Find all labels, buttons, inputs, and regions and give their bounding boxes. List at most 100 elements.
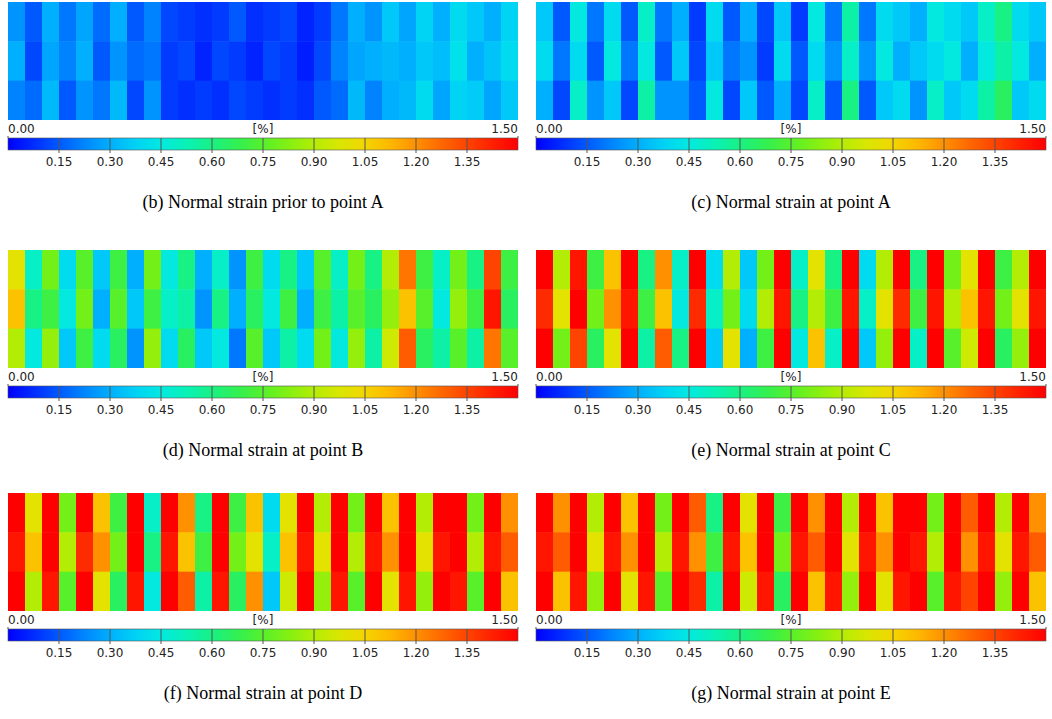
heatmap-cell <box>757 81 775 120</box>
heatmap-cell <box>638 2 656 42</box>
heatmap-cell <box>740 81 758 120</box>
colorbar: [%]0.000.150.300.450.600.750.901.051.201… <box>8 613 518 660</box>
heatmap-cell <box>893 572 911 611</box>
heatmap-cell <box>297 493 315 533</box>
heatmap-cell <box>314 250 332 290</box>
heatmap-cell <box>348 250 366 290</box>
heatmap-cell <box>553 81 571 120</box>
colorbar-tick <box>416 138 417 153</box>
heatmap-cell <box>42 289 60 329</box>
colorbar-tick-label: 0.15 <box>574 403 601 417</box>
heatmap-cell <box>365 493 383 533</box>
heatmap-cell <box>433 250 451 290</box>
colorbar-tick-label: 0.30 <box>625 646 652 660</box>
colorbar: [%]0.000.150.300.450.600.750.901.051.201… <box>536 122 1046 169</box>
heatmap-cell <box>314 289 332 329</box>
heatmap-cell <box>297 329 315 368</box>
heatmap-cell <box>689 250 707 290</box>
heatmap-cell <box>263 493 281 533</box>
heatmap-cell <box>808 329 826 368</box>
colorbar-tick <box>263 138 264 153</box>
heatmap-cell <box>910 572 928 611</box>
heatmap-cell <box>791 250 809 290</box>
heatmap-cell <box>144 41 162 81</box>
heatmap-cell <box>314 81 332 120</box>
colorbar-tick-label: 1.05 <box>880 155 907 169</box>
heatmap-cell <box>501 493 518 533</box>
heatmap-cell <box>382 81 400 120</box>
heatmap-cell <box>331 329 349 368</box>
heatmap-cell <box>553 329 571 368</box>
heatmap-cell <box>280 572 298 611</box>
heatmap-cell <box>8 493 26 533</box>
heatmap-cell <box>1012 572 1030 611</box>
heatmap-cell <box>501 289 518 329</box>
heatmap-cell <box>314 532 332 572</box>
colorbar-tick <box>893 386 894 401</box>
heatmap-cell <box>178 81 196 120</box>
heatmap-cell <box>621 572 639 611</box>
colorbar-tick <box>995 629 996 644</box>
colorbar-tick <box>536 136 537 138</box>
heatmap-cell <box>757 329 775 368</box>
heatmap-cell <box>433 2 451 42</box>
heatmap-cell <box>842 572 860 611</box>
heatmap-cell <box>501 532 518 572</box>
heatmap-cell <box>876 532 894 572</box>
heatmap-cell <box>808 572 826 611</box>
heatmap-cell <box>93 572 111 611</box>
heatmap-cell <box>893 41 911 81</box>
heatmap-cell <box>757 493 775 533</box>
heatmap-cell <box>382 41 400 81</box>
heatmap-cell <box>178 493 196 533</box>
colorbar-tick <box>893 629 894 644</box>
heatmap-cell <box>93 250 111 290</box>
heatmap-cell <box>944 41 962 81</box>
heatmap-cell <box>927 41 945 81</box>
heatmap-cell <box>638 493 656 533</box>
heatmap-cell <box>978 329 996 368</box>
heatmap-cell <box>161 329 179 368</box>
colorbar-tick <box>995 386 996 401</box>
colorbar-end-label: 0.00 <box>8 370 35 384</box>
heatmap-cell <box>501 2 518 42</box>
heatmap-cell <box>110 2 128 42</box>
heatmap-cell <box>127 41 145 81</box>
heatmap-cell <box>348 2 366 42</box>
heatmap-cell <box>655 572 673 611</box>
heatmap-cell <box>280 289 298 329</box>
heatmap-cell <box>314 41 332 81</box>
heatmap-cell <box>212 289 230 329</box>
heatmap-cell <box>774 329 792 368</box>
heatmap-cell <box>774 493 792 533</box>
heatmap-cell <box>944 250 962 290</box>
heatmap-cell <box>399 532 417 572</box>
heatmap-cell <box>978 289 996 329</box>
panel: [%]0.000.150.300.450.600.750.901.051.201… <box>8 250 519 461</box>
heatmap-cell <box>791 41 809 81</box>
heatmap-cell <box>893 329 911 368</box>
heatmap-cell <box>706 532 724 572</box>
colorbar-tick <box>518 136 519 138</box>
colorbar-tick-label: 0.60 <box>199 646 226 660</box>
heatmap-cell <box>672 532 690 572</box>
heatmap-cell <box>93 329 111 368</box>
heatmap-cell <box>536 572 554 611</box>
heatmap-cells <box>8 2 518 120</box>
colorbar-tick <box>740 138 741 153</box>
colorbar-tick <box>212 138 213 153</box>
heatmap-cell <box>229 572 247 611</box>
heatmap-cells <box>536 2 1046 120</box>
colorbar-tick-label: 1.20 <box>931 646 958 660</box>
colorbar-tick-label: 1.35 <box>454 403 481 417</box>
heatmap-cell <box>144 81 162 120</box>
heatmap-cell <box>757 250 775 290</box>
heatmap-cell <box>229 41 247 81</box>
colorbar-tick-label: 0.90 <box>301 403 328 417</box>
colorbar-tick-label: 0.45 <box>148 646 175 660</box>
heatmap-cell <box>638 289 656 329</box>
heatmap-cell <box>621 41 639 81</box>
heatmap-cell <box>484 289 502 329</box>
heatmap-cell <box>416 532 434 572</box>
heatmap-cell <box>212 81 230 120</box>
